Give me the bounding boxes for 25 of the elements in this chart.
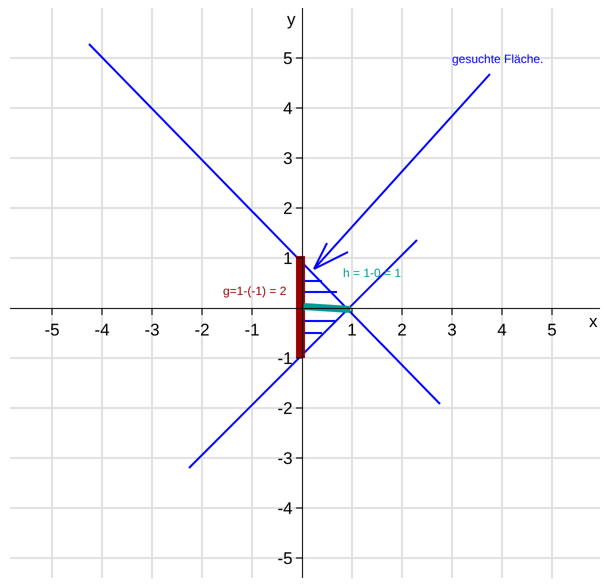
y-tick-label: 5 bbox=[283, 48, 293, 68]
y-tick-label: 2 bbox=[283, 198, 293, 218]
y-axis-title: y bbox=[287, 10, 296, 29]
x-tick-label: 4 bbox=[497, 320, 507, 340]
x-tick-label: -5 bbox=[44, 320, 60, 340]
x-tick-label: -4 bbox=[94, 320, 110, 340]
y-tick-label: 3 bbox=[283, 148, 293, 168]
x-tick-label: 3 bbox=[447, 320, 457, 340]
x-tick-label: 2 bbox=[397, 320, 407, 340]
x-tick-label: -1 bbox=[244, 320, 260, 340]
y-tick-label: -3 bbox=[277, 448, 293, 468]
annotation: g=1-(-1) = 2 bbox=[223, 284, 287, 298]
y-tick-label: -4 bbox=[277, 498, 293, 518]
x-tick-label: -3 bbox=[144, 320, 160, 340]
y-tick-label: -2 bbox=[277, 398, 293, 418]
y-tick-label: -5 bbox=[277, 548, 293, 568]
y-tick-label: -1 bbox=[277, 348, 293, 368]
x-tick-label: 1 bbox=[347, 320, 357, 340]
y-tick-label: 1 bbox=[283, 248, 293, 268]
annotation: gesuchte Fläche. bbox=[452, 52, 544, 66]
annotation: h = 1-0 = 1 bbox=[343, 266, 402, 280]
y-tick-label: 4 bbox=[283, 98, 293, 118]
x-tick-label: 5 bbox=[547, 320, 557, 340]
x-axis-title: x bbox=[589, 312, 598, 331]
x-tick-label: -2 bbox=[194, 320, 210, 340]
